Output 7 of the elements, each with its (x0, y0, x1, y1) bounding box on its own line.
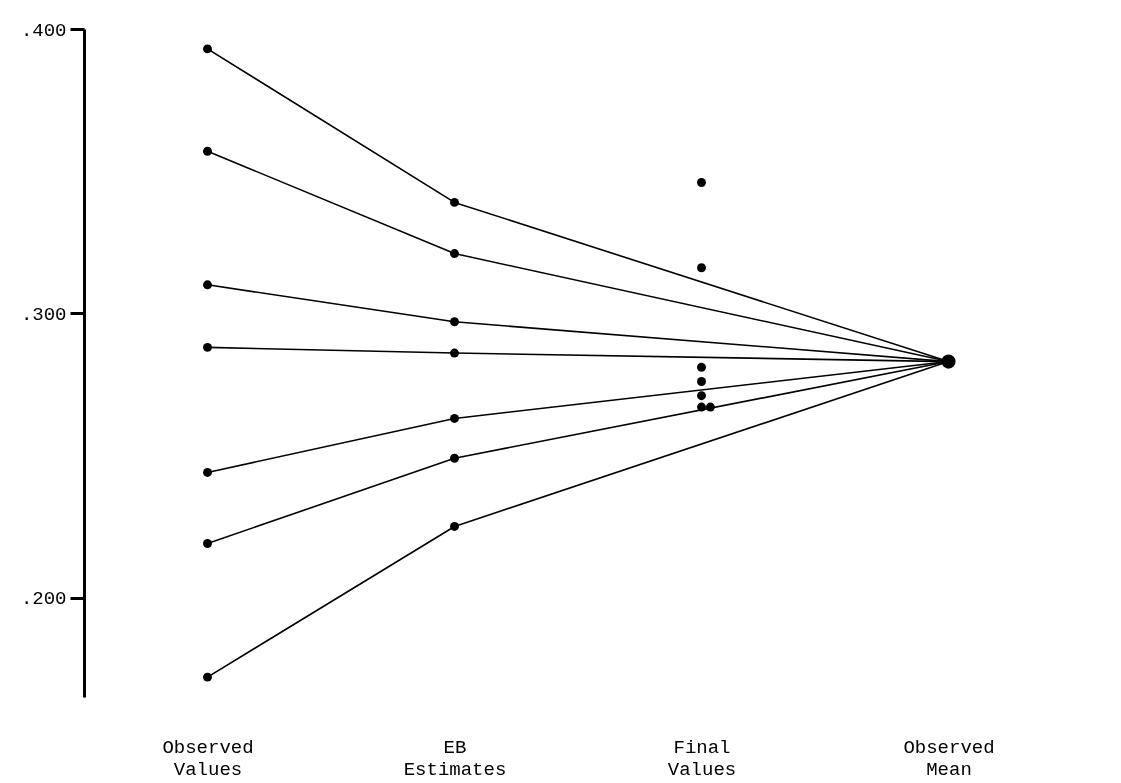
x-tick-label: Final Values (667, 736, 737, 781)
x-tick-label: Observed Values (162, 736, 254, 781)
y-tick-label: .200 (20, 588, 67, 611)
y-tick-label: .300 (20, 303, 67, 326)
x-tick-label: Observed Mean (903, 736, 995, 781)
y-tick-label: .400 (20, 19, 67, 42)
x-tick-label: EB Estimates (403, 736, 507, 781)
